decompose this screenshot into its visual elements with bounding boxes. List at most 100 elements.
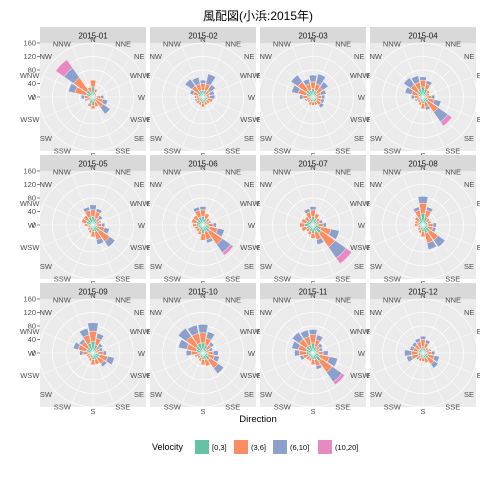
wind-bar-se <box>222 244 234 256</box>
legend-label: [0,3] <box>212 443 227 452</box>
facet-panel: 2015-12NNNENEENEEESESESSESSSWSWWSWWWNWNW… <box>350 283 480 416</box>
direction-label-ese: ESE <box>477 371 480 380</box>
wind-bar-se <box>433 235 446 248</box>
wind-bar-w <box>299 94 304 100</box>
wind-bar-w <box>294 349 300 357</box>
wind-bar-ene <box>428 348 432 352</box>
direction-label-wnw: WNW <box>350 199 370 208</box>
wind-bar-nw <box>291 331 304 344</box>
wind-bar-nne <box>315 73 327 86</box>
y-tick-label: 160 <box>23 39 36 48</box>
direction-label-wnw: WNW <box>240 199 260 208</box>
direction-label-ssw: SSW <box>54 147 72 156</box>
wind-bar-ese <box>432 355 440 363</box>
wind-bar-sse <box>96 237 105 246</box>
direction-label-ssw: SSW <box>164 147 182 156</box>
direction-label-ne: NE <box>244 52 254 61</box>
wind-bar-se <box>335 247 353 265</box>
wind-bar-se <box>100 360 108 368</box>
direction-label-s: S <box>200 407 205 416</box>
y-tick-label: 80 <box>28 194 36 203</box>
facet-panel: 2015-07NNNENEENEEESESESSESSSWSWWSWWWNWNW… <box>240 155 382 288</box>
direction-label-wsw: WSW <box>20 371 40 380</box>
wind-bar-ssw <box>307 230 312 236</box>
wind-bar-ne <box>317 343 323 349</box>
direction-label-nw: NW <box>39 180 52 189</box>
direction-label-nnw: NNW <box>383 295 402 304</box>
wind-bar-nnw <box>303 208 311 214</box>
facet-panel: 2015-08NNNENEENEEESESESSESSSWSWWSWWWNWNW… <box>350 155 480 288</box>
direction-label-nnw: NNW <box>53 39 72 48</box>
wind-bar-sse <box>426 240 437 250</box>
direction-label-w: W <box>248 349 256 358</box>
wind-bar-wsw <box>299 354 305 361</box>
direction-label-wnw: WNW <box>350 71 370 80</box>
direction-label-wnw: WNW <box>130 327 150 336</box>
wind-bar-wsw <box>84 98 88 102</box>
direction-label-n: N <box>200 163 205 172</box>
wind-bar-e <box>102 350 107 356</box>
direction-label-nw: NW <box>259 180 272 189</box>
direction-label-se: SE <box>244 262 254 271</box>
direction-label-wnw: WNW <box>130 199 150 208</box>
y-tick-label: 160 <box>23 167 36 176</box>
grid-spoke <box>384 96 424 136</box>
wind-bar-s <box>200 103 206 108</box>
direction-label-sw: SW <box>150 134 163 143</box>
facet-strip <box>150 27 256 43</box>
grid-spoke <box>402 96 424 147</box>
direction-label-ssw: SSW <box>274 403 292 412</box>
facet-strip-label: 2015-10 <box>188 288 218 297</box>
wind-bar-wnw <box>191 218 198 224</box>
direction-label-ssw: SSW <box>164 275 182 284</box>
grid-spoke <box>54 352 94 392</box>
direction-label-nne: NNE <box>115 167 131 176</box>
wind-bar-e <box>431 94 436 100</box>
wind-bar-w <box>185 349 192 357</box>
direction-label-wnw: WNW <box>20 327 40 336</box>
wind-bar-nnw <box>412 206 420 213</box>
grid-spoke <box>202 204 253 226</box>
wind-bar-wnw <box>178 339 190 350</box>
grid-spoke <box>422 58 462 98</box>
grid-spoke <box>202 96 224 147</box>
direction-label-s: S <box>310 407 315 416</box>
direction-label-se: SE <box>464 134 474 143</box>
direction-label-s: S <box>90 407 95 416</box>
direction-label-w: W <box>248 93 256 102</box>
grid-spoke <box>312 186 352 226</box>
grid-spoke <box>164 224 204 264</box>
wind-bar-s <box>420 103 426 110</box>
legend: Velocity [0,3] (3,6] (6,10] (10,20] <box>152 440 358 454</box>
wind-bar-nnw <box>302 78 311 86</box>
direction-label-n: N <box>90 291 95 300</box>
wind-bar-n <box>199 79 207 84</box>
wind-bar-wnw <box>291 340 301 350</box>
grid-spoke <box>402 352 424 403</box>
grid-spoke <box>92 47 114 98</box>
wind-bar-nw <box>177 327 192 342</box>
wind-bar-e <box>100 94 104 100</box>
grid-spoke <box>92 58 132 98</box>
direction-label-se: SE <box>354 262 364 271</box>
direction-label-wnw: WNW <box>240 327 260 336</box>
grid-spoke <box>274 352 314 392</box>
facet-panels: 2015-01NNNENEENEEESESESSESSSWSWWSWWWNWNW… <box>20 27 480 416</box>
wind-bar-e <box>321 94 326 100</box>
grid-spoke <box>43 224 94 246</box>
direction-label-w: W <box>138 221 146 230</box>
direction-label-ne: NE <box>244 180 254 189</box>
facet-strip <box>260 27 366 43</box>
direction-label-nw: NW <box>149 308 162 317</box>
wind-bar-se <box>332 372 346 386</box>
legend-swatch <box>273 440 287 454</box>
direction-label-nne: NNE <box>335 295 351 304</box>
wind-bar-sw <box>415 356 420 361</box>
wind-bar-se <box>99 103 111 115</box>
grid-spoke <box>384 224 424 264</box>
wind-bar-e <box>322 350 329 356</box>
wind-bar-wsw <box>414 98 418 102</box>
wind-bar-ese <box>102 227 110 235</box>
wind-bar-nne <box>93 88 98 94</box>
wind-bar-se <box>440 114 453 127</box>
